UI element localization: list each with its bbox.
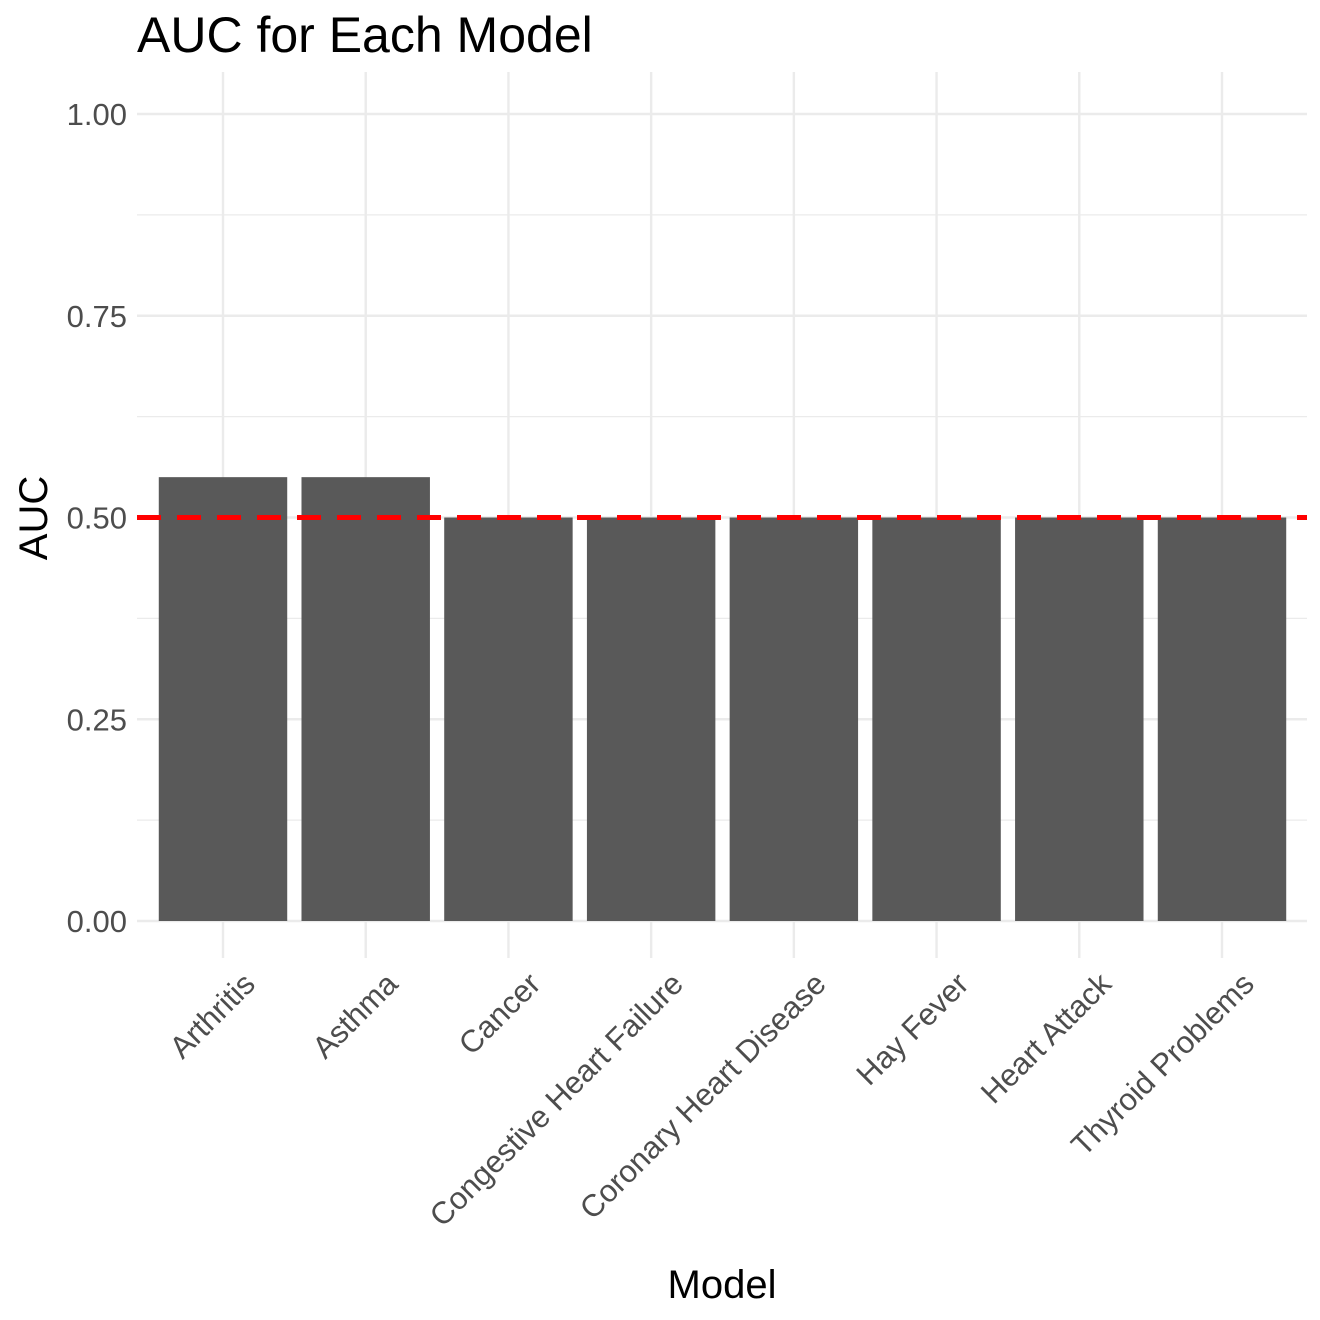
x-tick-label: Asthma: [305, 966, 405, 1066]
bar-thyroid-problems: [1157, 517, 1287, 921]
y-axis-ticks: 0.00 0.25 0.50 0.75 1.00: [67, 97, 127, 939]
chart-title: AUC for Each Model: [137, 7, 593, 63]
bar-heart-attack: [1015, 517, 1144, 921]
y-tick-label: 1.00: [67, 97, 127, 132]
y-tick-label: 0.25: [67, 702, 127, 737]
bar-cancer: [444, 517, 573, 921]
x-tick-label: Coronary Heart Disease: [573, 966, 833, 1226]
x-tick-label: Heart Attack: [974, 966, 1118, 1110]
bar-hay-fever: [872, 517, 1001, 921]
y-tick-label: 0.75: [67, 299, 127, 334]
bar-coronary-heart-disease: [729, 517, 859, 921]
bar-congestive-heart-failure: [586, 517, 716, 921]
y-axis-title: AUC: [12, 476, 56, 560]
x-tick-label: Hay Fever: [850, 966, 976, 1092]
y-tick-label: 0.50: [67, 501, 127, 536]
bars: [158, 477, 1287, 921]
bar-arthritis: [158, 477, 288, 921]
x-tick-label: Arthritis: [163, 966, 262, 1065]
y-tick-label: 0.00: [67, 904, 127, 939]
x-tick-label: Congestive Heart Failure: [423, 966, 690, 1233]
bar-asthma: [301, 477, 430, 921]
x-tick-label: Cancer: [452, 966, 547, 1061]
x-axis-title: Model: [668, 1263, 777, 1307]
